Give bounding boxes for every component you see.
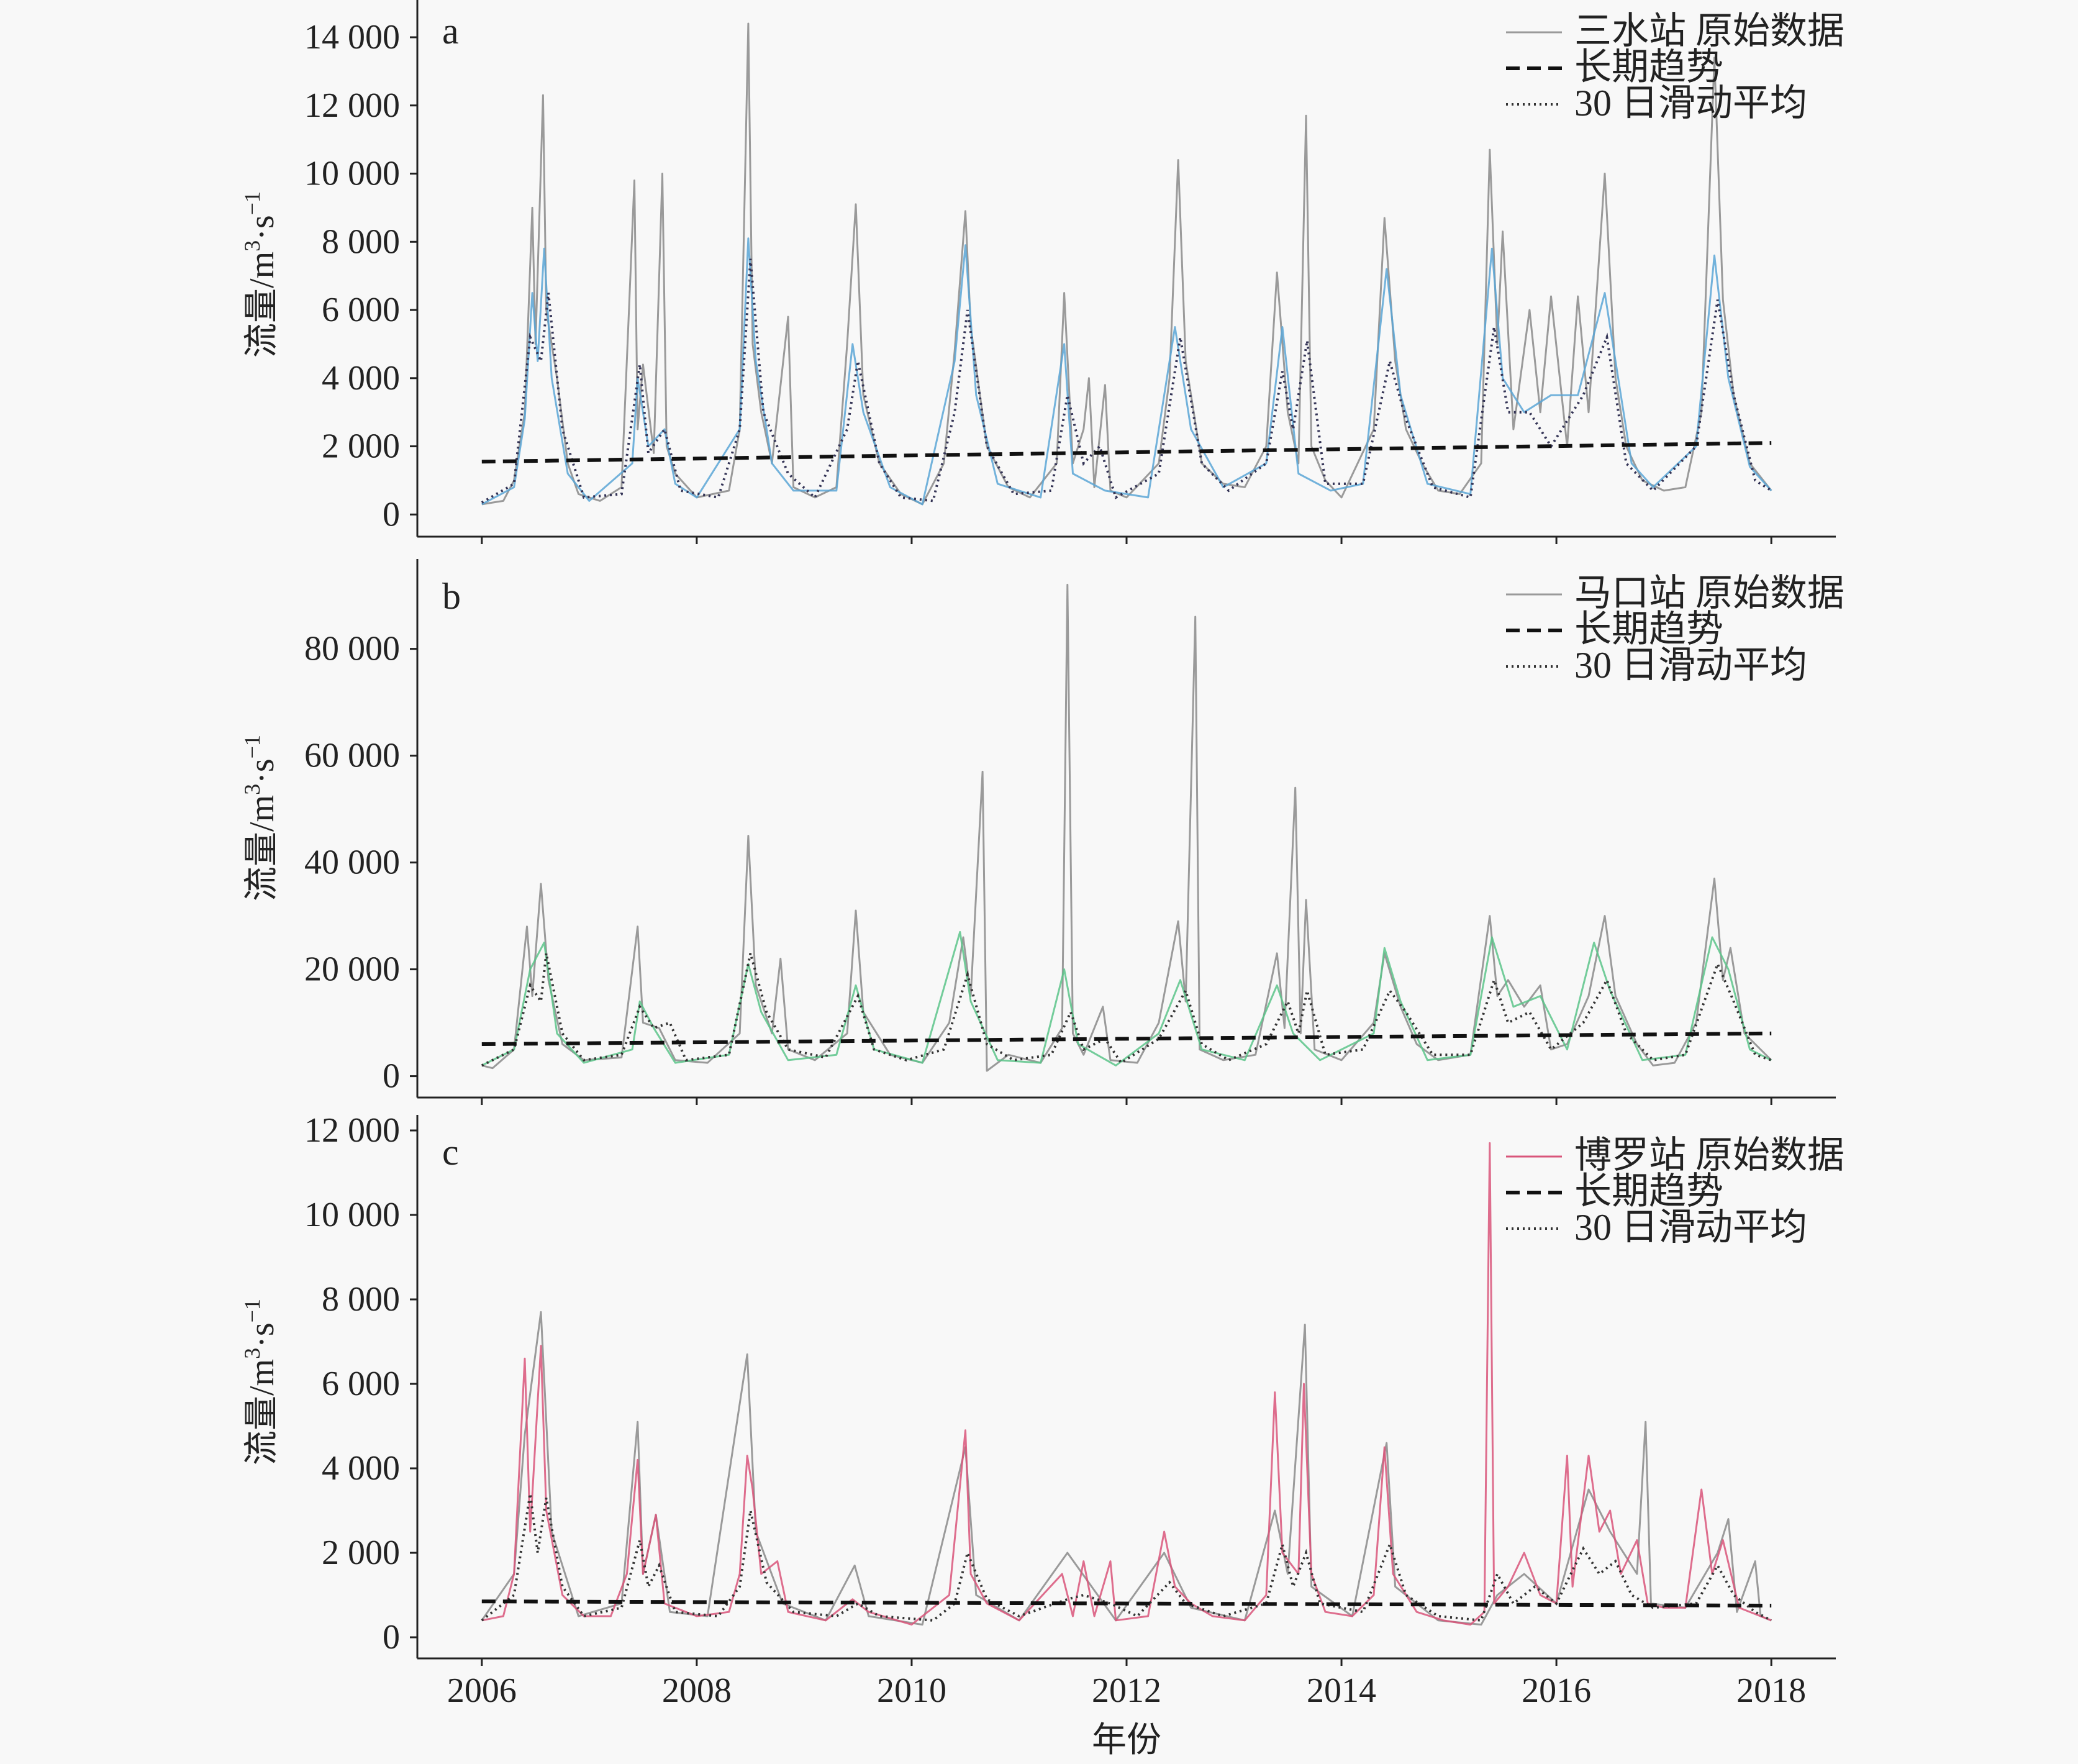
y-axis-label: 流量/m3·s−1	[240, 735, 281, 901]
legend-label: 30 日滑动平均	[1574, 1207, 1807, 1248]
panel-c: 0 2 000 4 000 6 000 8 000 10 000 12 000 2006 200…	[240, 1111, 1844, 1710]
x-tick-label: 2014	[1307, 1671, 1376, 1710]
panel-label: c	[442, 1132, 459, 1173]
y-label-sup: −1	[240, 1299, 265, 1322]
legend-label: 长期趋势	[1574, 47, 1723, 88]
y-tick-label: 0	[383, 495, 400, 534]
legend-label: 30 日滑动平均	[1574, 83, 1807, 124]
y-tick-label: 10 000	[304, 155, 400, 193]
y-tick-label: 0	[383, 1057, 400, 1096]
y-tick-label: 0	[383, 1618, 400, 1657]
y-label-sup: −1	[240, 735, 265, 758]
y-tick-label: 14 000	[304, 18, 400, 57]
y-label-mid: ·s	[243, 1322, 281, 1347]
moving-average-line	[481, 258, 1772, 504]
legend-label: 博罗站 原始数据	[1574, 1135, 1844, 1176]
legend-label: 长期趋势	[1574, 609, 1723, 650]
y-tick-label: 20 000	[304, 950, 400, 989]
y-label-sup: −1	[240, 191, 265, 215]
y-label-main: 流量/m	[243, 252, 281, 358]
panel-b: 0 20 000 40 000 60 000 80 000 流量/m3·s−1 b 马口站 原…	[240, 559, 1844, 1105]
y-label-sup: 3	[240, 240, 265, 252]
trend-line	[481, 1031, 1772, 1046]
y-label-main: 流量/m	[243, 795, 281, 901]
y-axis-label: 流量/m3·s−1	[240, 191, 281, 358]
y-axis-label: 流量/m3·s−1	[240, 1299, 281, 1465]
overlay-series-line	[481, 237, 1772, 506]
panel-label: a	[442, 11, 459, 52]
y-tick-label: 12 000	[304, 1111, 400, 1150]
y-tick-label: 8 000	[322, 222, 400, 261]
panel-label: b	[442, 576, 461, 617]
legend-label: 三水站 原始数据	[1574, 11, 1844, 52]
y-tick-label: 80 000	[304, 630, 400, 668]
y-label-mid: ·s	[243, 215, 281, 240]
y-tick-label: 60 000	[304, 737, 400, 775]
y-tick-label: 6 000	[322, 291, 400, 329]
x-tick-label: 2018	[1736, 1671, 1806, 1710]
x-tick-label: 2006	[447, 1671, 517, 1710]
y-label-sup: 3	[240, 784, 265, 795]
overlay-series-line	[481, 1311, 1772, 1626]
y-tick-label: 12 000	[304, 86, 400, 125]
trend-line	[481, 441, 1772, 464]
raw-series-line	[481, 22, 1772, 506]
y-tick-label: 2 000	[322, 427, 400, 466]
x-axis-label: 年份	[1092, 1721, 1161, 1760]
x-tick-label: 2010	[877, 1671, 946, 1710]
y-label-mid: ·s	[243, 758, 281, 783]
y-tick-label: 6 000	[322, 1365, 400, 1403]
y-tick-label: 4 000	[322, 1449, 400, 1488]
moving-average-line	[481, 1493, 1772, 1622]
y-tick-label: 8 000	[322, 1280, 400, 1319]
y-label-main: 流量/m	[243, 1359, 281, 1465]
y-tick-label: 40 000	[304, 843, 400, 882]
legend-label: 30 日滑动平均	[1574, 645, 1807, 686]
trend-line	[481, 1599, 1772, 1607]
overlay-series-line	[481, 930, 1772, 1066]
legend-label: 马口站 原始数据	[1574, 573, 1844, 614]
legend-label: 长期趋势	[1574, 1171, 1723, 1212]
y-tick-label: 4 000	[322, 359, 400, 398]
moving-average-line	[481, 953, 1772, 1067]
panel-a: 0 2 000 4 000 6 000 8 000 10 000 12 000 14 000 流…	[240, 0, 1844, 544]
y-tick-label: 10 000	[304, 1196, 400, 1234]
x-tick-label: 2012	[1092, 1671, 1161, 1710]
y-tick-label: 2 000	[322, 1534, 400, 1572]
raw-series-line	[481, 1142, 1772, 1626]
y-label-sup: 3	[240, 1348, 265, 1359]
x-tick-label: 2008	[662, 1671, 732, 1710]
x-tick-label: 2016	[1522, 1671, 1591, 1710]
